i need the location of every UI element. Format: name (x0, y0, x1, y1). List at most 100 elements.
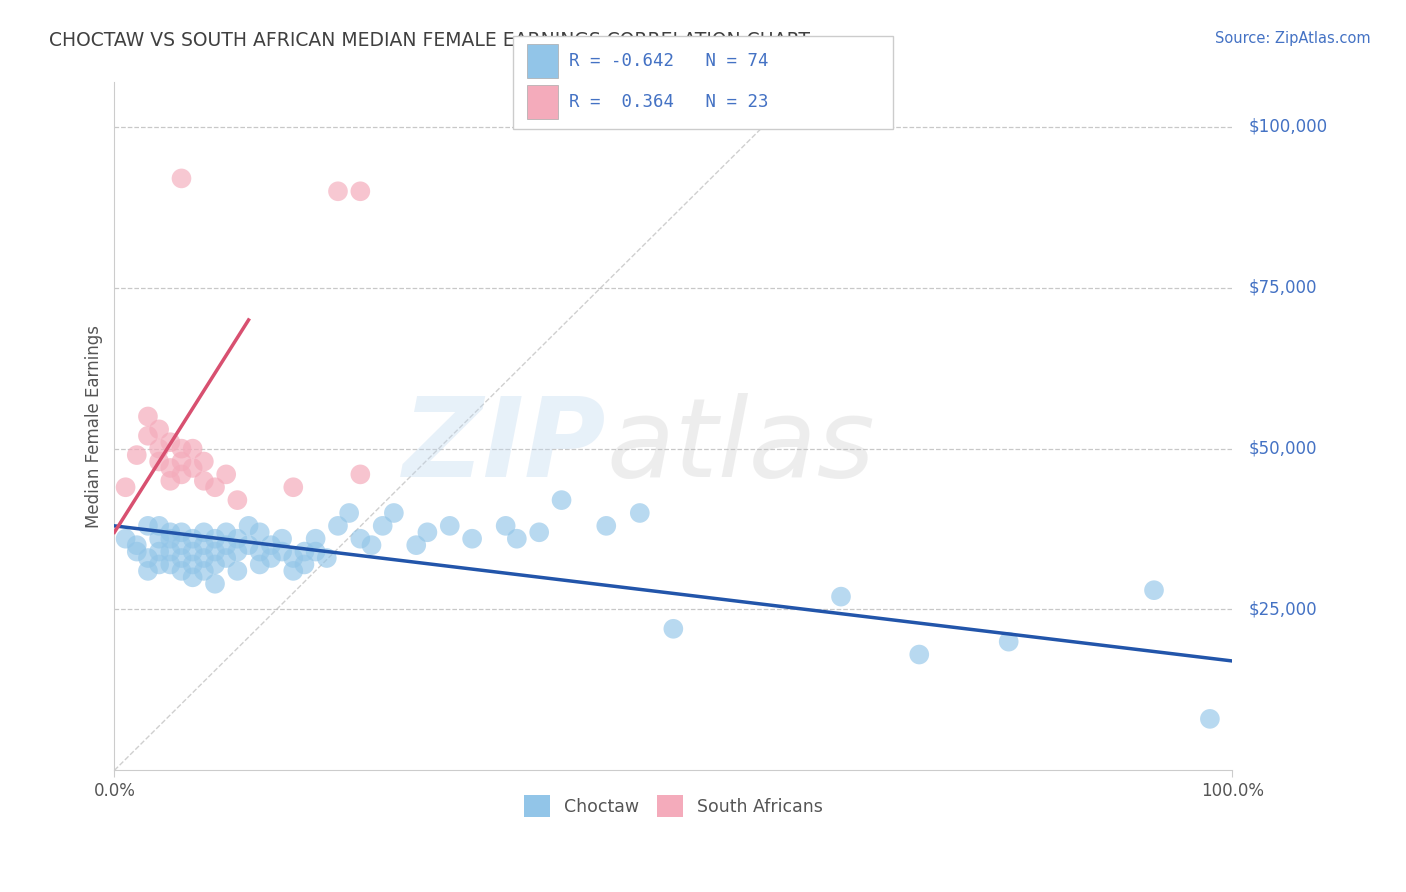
Text: $100,000: $100,000 (1249, 118, 1329, 136)
Point (349, 532, 371, 546)
Point (170, 454, 193, 468)
Point (249, 544, 271, 558)
Point (349, 467, 371, 482)
Point (148, 544, 170, 558)
Point (204, 558, 226, 572)
Point (405, 538, 427, 552)
Text: atlas: atlas (606, 393, 875, 500)
Point (148, 454, 170, 468)
Point (1199, 712, 1222, 726)
Point (125, 538, 148, 552)
Point (125, 544, 148, 558)
Point (215, 525, 238, 540)
Point (193, 564, 215, 578)
Point (360, 538, 382, 552)
Text: $50,000: $50,000 (1249, 440, 1317, 458)
Point (226, 493, 249, 508)
Point (204, 576, 226, 591)
Point (527, 525, 550, 540)
Point (260, 551, 283, 566)
Point (326, 184, 349, 198)
Y-axis label: Median Female Earnings: Median Female Earnings (86, 325, 103, 528)
Text: CHOCTAW VS SOUTH AFRICAN MEDIAN FEMALE EARNINGS CORRELATION CHART: CHOCTAW VS SOUTH AFRICAN MEDIAN FEMALE E… (49, 31, 810, 50)
Point (181, 558, 204, 572)
Point (136, 564, 159, 578)
Point (271, 532, 294, 546)
Point (204, 480, 226, 494)
Point (136, 551, 159, 566)
Point (260, 538, 283, 552)
Point (495, 519, 517, 533)
Point (136, 519, 159, 533)
Point (997, 634, 1019, 648)
Point (226, 544, 249, 558)
Point (662, 622, 685, 636)
Point (283, 564, 305, 578)
Text: ZIP: ZIP (402, 393, 606, 500)
Point (439, 519, 461, 533)
Point (181, 570, 204, 584)
Point (114, 480, 136, 494)
Point (294, 544, 316, 558)
Point (226, 564, 249, 578)
Point (170, 467, 193, 482)
Point (159, 461, 181, 475)
Point (349, 184, 371, 198)
Point (215, 538, 238, 552)
Point (506, 532, 529, 546)
Point (283, 551, 305, 566)
Point (148, 519, 170, 533)
Point (136, 429, 159, 443)
Point (215, 551, 238, 566)
Point (283, 480, 305, 494)
Point (148, 532, 170, 546)
Point (170, 551, 193, 566)
Point (371, 519, 394, 533)
Point (114, 532, 136, 546)
Text: R = -0.642   N = 74: R = -0.642 N = 74 (569, 52, 769, 70)
Point (204, 532, 226, 546)
Point (193, 454, 215, 468)
Text: Source: ZipAtlas.com: Source: ZipAtlas.com (1215, 31, 1371, 46)
Point (170, 442, 193, 456)
Point (204, 544, 226, 558)
Point (193, 525, 215, 540)
Legend: Choctaw, South Africans: Choctaw, South Africans (517, 789, 830, 823)
Point (416, 525, 439, 540)
Point (193, 551, 215, 566)
Point (148, 442, 170, 456)
Point (249, 558, 271, 572)
Point (159, 435, 181, 450)
Point (170, 525, 193, 540)
Point (550, 493, 572, 508)
Point (159, 532, 181, 546)
Text: R =  0.364   N = 23: R = 0.364 N = 23 (569, 93, 769, 111)
Point (304, 532, 326, 546)
Point (238, 519, 260, 533)
Point (193, 474, 215, 488)
Point (271, 544, 294, 558)
Point (461, 532, 484, 546)
Point (159, 474, 181, 488)
Point (125, 448, 148, 462)
Point (249, 525, 271, 540)
Point (159, 525, 181, 540)
Point (595, 519, 617, 533)
Point (181, 544, 204, 558)
Point (830, 590, 852, 604)
Point (326, 519, 349, 533)
Point (337, 506, 360, 520)
Point (215, 467, 238, 482)
Point (628, 506, 651, 520)
Point (159, 558, 181, 572)
Point (170, 564, 193, 578)
Point (181, 532, 204, 546)
Point (238, 538, 260, 552)
Point (382, 506, 405, 520)
Point (148, 558, 170, 572)
Point (181, 461, 204, 475)
Point (315, 551, 337, 566)
Point (170, 538, 193, 552)
Point (159, 544, 181, 558)
Point (136, 409, 159, 424)
